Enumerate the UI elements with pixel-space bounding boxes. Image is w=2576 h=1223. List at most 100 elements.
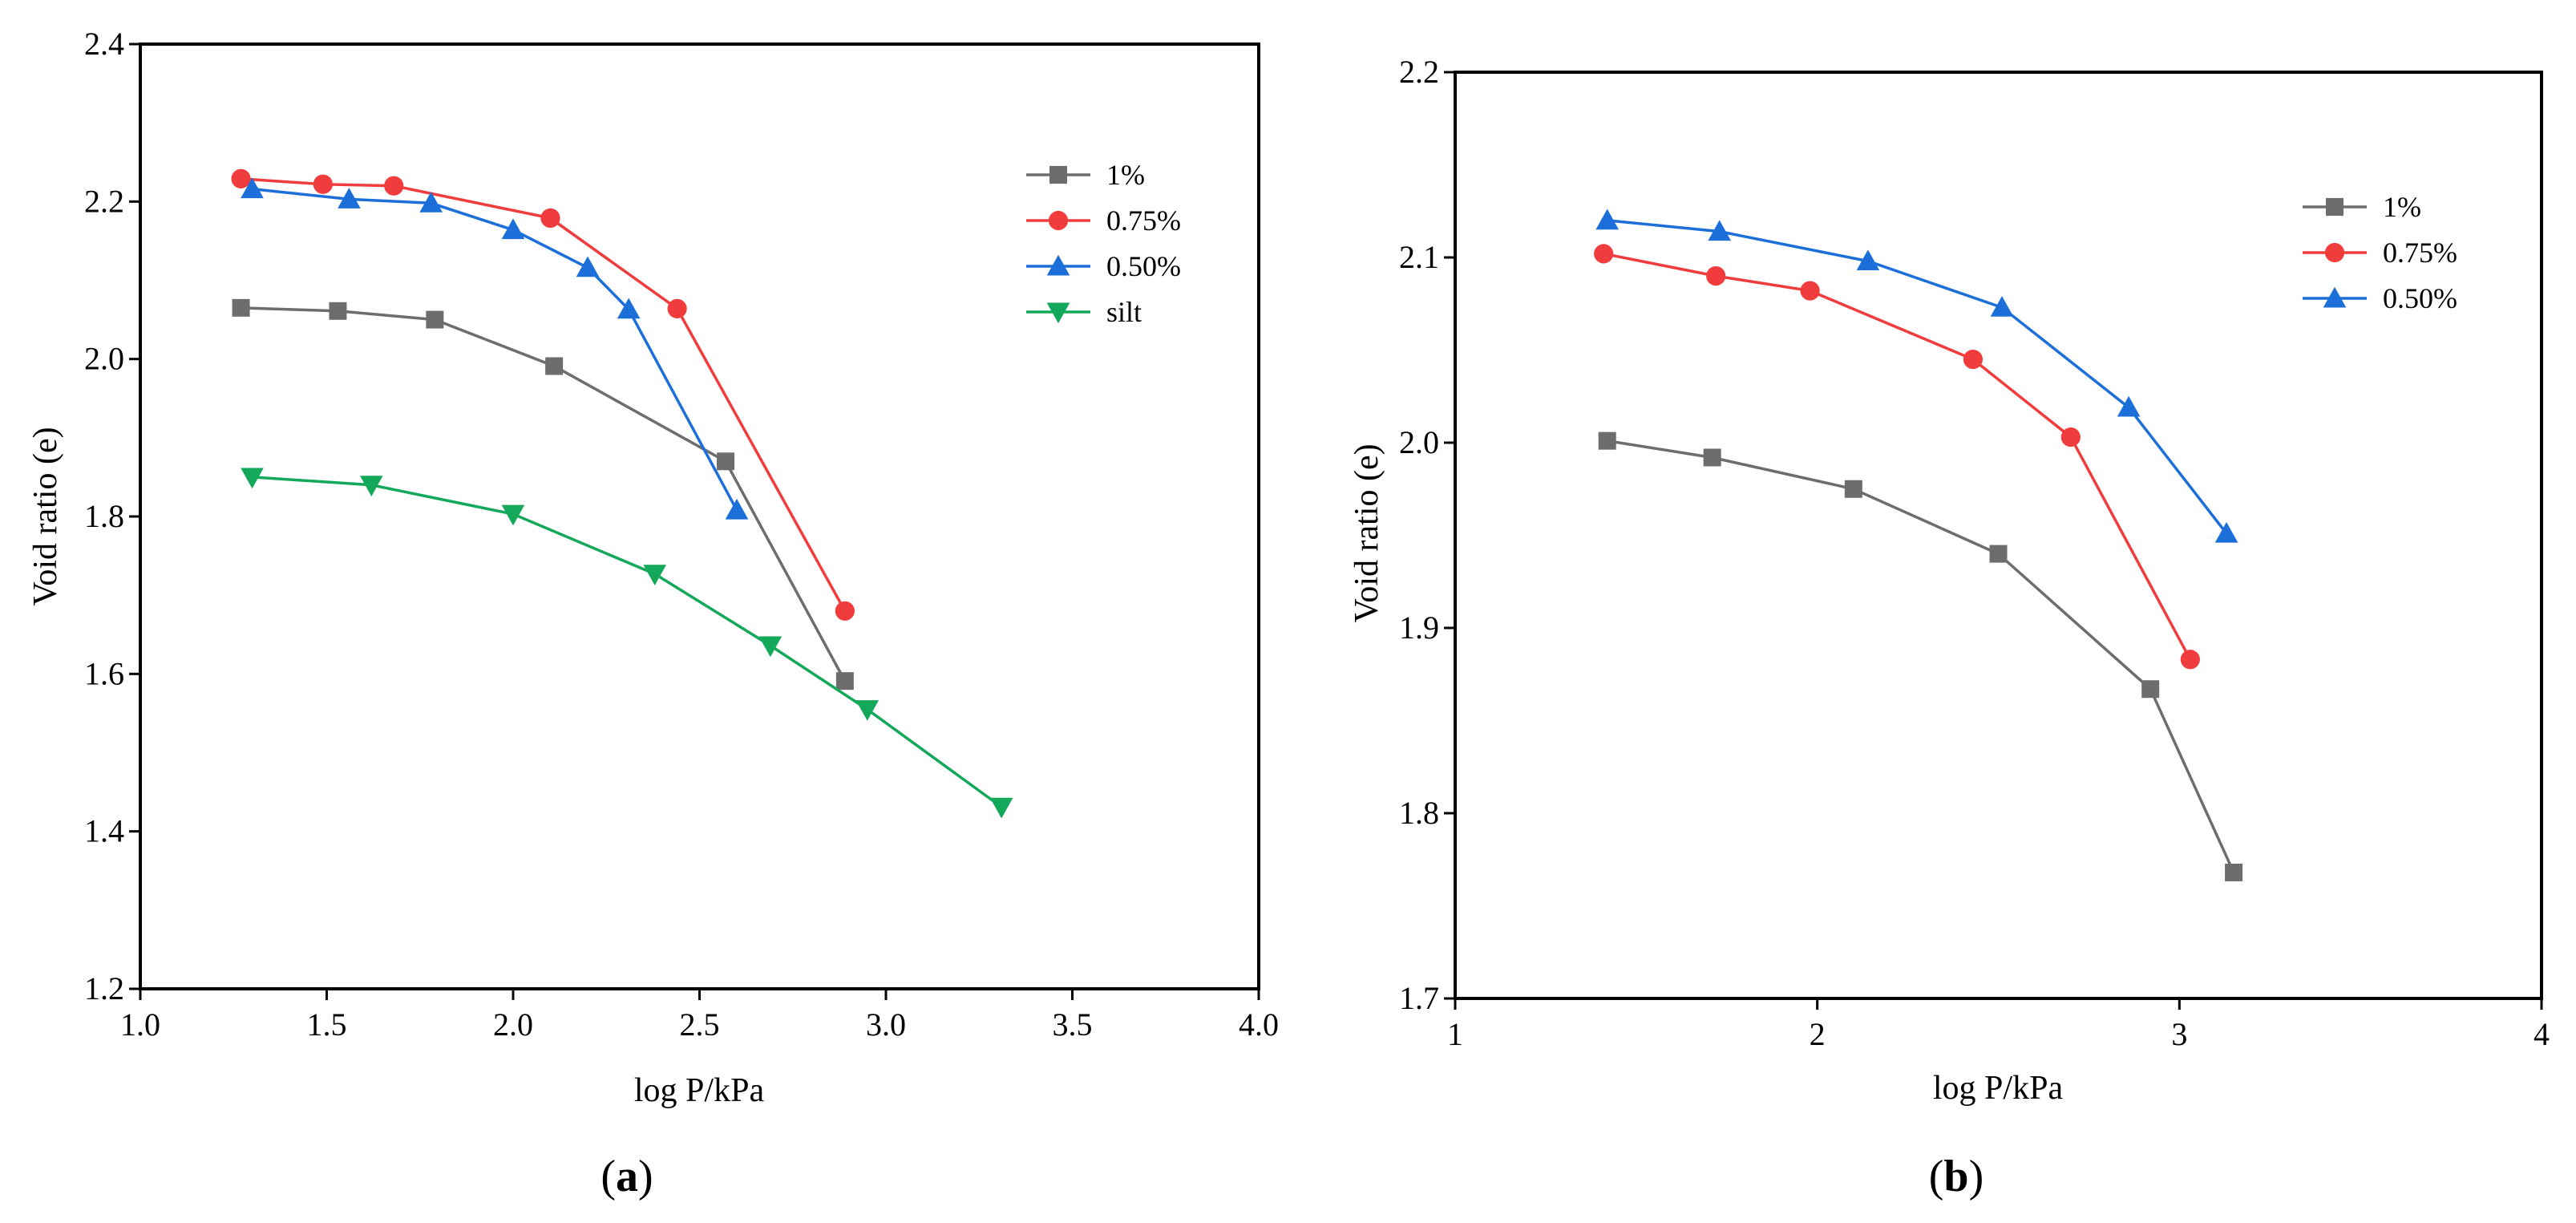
panel-a-caption: (a) <box>601 1152 653 1201</box>
panel-a-legend-marker-silt <box>1046 302 1070 324</box>
panel-a-legend-label-0_50pct: 0.50% <box>1106 250 1181 282</box>
panel-b-point-1pct <box>2141 680 2160 699</box>
panel-a-point-0_50pct <box>241 177 264 199</box>
panel-a-y-tick-label: 1.2 <box>84 970 124 1006</box>
panel-b-caption-close: ) <box>1969 1152 1984 1201</box>
panel-b-legend-label-0_75pct: 0.75% <box>2383 237 2457 269</box>
panel-b-point-0_50pct <box>1856 249 1880 271</box>
panel-a-point-1pct <box>717 452 735 471</box>
panel-a-series <box>231 168 1013 819</box>
panel-b-caption: (b) <box>1929 1152 1984 1201</box>
panel-b-y-tick-label: 1.9 <box>1399 609 1439 646</box>
panel-b-point-0_75pct <box>1594 244 1614 264</box>
panel-b-y-tick-label: 2.0 <box>1399 424 1439 460</box>
panel-a-x-tick-label: 2.5 <box>680 1006 720 1043</box>
panel-b-point-1pct <box>1989 545 2008 563</box>
panel-b-y-tick-label: 2.2 <box>1399 54 1439 90</box>
panel-a-legend-marker-0_75pct <box>1048 210 1069 231</box>
panel-a-point-silt <box>501 504 525 526</box>
panel-a-legend-label-1pct: 1% <box>1106 159 1145 191</box>
panel-a-y-tick-label: 1.8 <box>84 498 124 534</box>
panel-b: 1 2 3 4 1.7 1.8 1.9 2.0 2.1 2.2 log P/kPa Void ra… <box>1349 54 2550 1201</box>
panel-b-x-tick-label: 3 <box>2171 1016 2187 1052</box>
panel-a-point-0_50pct <box>501 218 525 240</box>
panel-a-x-tick-label: 1.0 <box>120 1006 160 1043</box>
panel-b-legend-label-1pct: 1% <box>2383 191 2421 223</box>
panel-b-point-0_75pct <box>1800 281 1820 301</box>
panel-b-y-axis-title: Void ratio (e) <box>1349 443 1385 622</box>
panel-b-x-tick-label: 1 <box>1447 1016 1463 1052</box>
panel-a-x-tick-label: 2.0 <box>493 1006 533 1043</box>
panel-a-point-0_50pct <box>725 498 749 520</box>
panel-a-point-0_50pct <box>617 298 641 319</box>
panel-a-y-tick-label: 2.2 <box>84 183 124 219</box>
panel-a-point-silt <box>643 565 666 585</box>
panel-a-caption-open: ( <box>601 1152 616 1201</box>
panel-a-point-0_50pct <box>338 188 361 209</box>
panel-a-y-axis-title: Void ratio (e) <box>27 427 64 605</box>
panel-a-caption-close: ) <box>638 1152 653 1201</box>
panel-a-point-0_75pct <box>313 174 333 194</box>
panel-a-point-0_50pct <box>419 191 443 213</box>
panel-b-plot-frame <box>1454 71 2543 1000</box>
panel-b-legend-label-0_50pct: 0.50% <box>2383 282 2457 314</box>
panel-b-y-tick-label: 1.8 <box>1399 795 1439 831</box>
panel-b-x-tick-label: 2 <box>1810 1016 1826 1052</box>
panel-b-point-0_50pct <box>1990 296 2014 317</box>
panel-a-legend: 1% 0.75% 0.50% silt <box>1026 159 1181 328</box>
panel-a-point-silt <box>360 476 383 497</box>
panel-a-legend-marker-0_50pct <box>1046 254 1070 276</box>
panel-a-y-tick-label: 1.6 <box>84 655 124 691</box>
panel-b-x-axis-title: log P/kPa <box>1933 1070 2064 1107</box>
panel-a-point-0_75pct <box>231 168 251 188</box>
panel-b-point-0_50pct <box>1708 220 1732 241</box>
panel-a-point-1pct <box>426 310 444 329</box>
panel-b-point-1pct <box>1844 480 1862 498</box>
panel-a-x-tick-label: 4.0 <box>1239 1006 1279 1043</box>
panel-b-point-0_50pct <box>2117 395 2141 417</box>
panel-a-ticks: 1.0 1.5 2.0 2.5 3.0 3.5 4.0 1.2 1.4 1.6 1.8 2.0 2.2 2… <box>84 26 1279 1043</box>
panel-a-point-silt <box>241 468 264 489</box>
panel-a-x-tick-label: 1.5 <box>307 1006 347 1043</box>
panel-b-point-0_75pct <box>2180 650 2200 670</box>
panel-a-point-1pct <box>232 298 250 317</box>
panel-a-point-0_75pct <box>540 208 560 229</box>
panel-b-point-1pct <box>1703 448 1721 467</box>
panel-a-series-line-0_75pct <box>241 177 847 612</box>
panel-b-series <box>1594 209 2243 881</box>
panel-a-legend-label-silt: silt <box>1106 296 1142 328</box>
panel-b-series-line-0_75pct <box>1603 252 2192 661</box>
panel-b-legend: 1% 0.75% 0.50% <box>2303 191 2457 314</box>
panel-a-point-0_50pct <box>576 256 600 277</box>
panel-a-point-silt <box>758 636 783 658</box>
panel-b-y-tick-label: 2.1 <box>1399 239 1439 275</box>
panel-a-x-tick-label: 3.5 <box>1053 1006 1093 1043</box>
panel-a: 1.0 1.5 2.0 2.5 3.0 3.5 4.0 1.2 1.4 1.6 1.8 2.0 2.2 2… <box>27 26 1279 1201</box>
panel-b-x-tick-label: 4 <box>2534 1016 2550 1052</box>
panel-a-y-tick-label: 1.4 <box>84 813 124 849</box>
panel-b-series-line-1pct <box>1607 439 2235 873</box>
panel-a-legend-label-0_75pct: 0.75% <box>1106 205 1181 237</box>
panel-a-point-1pct <box>835 672 854 690</box>
panel-a-point-1pct <box>545 357 564 375</box>
panel-a-series-line-0_50pct <box>252 187 738 511</box>
panel-b-point-0_50pct <box>1595 209 1619 230</box>
panel-a-x-axis-title: log P/kPa <box>634 1072 765 1109</box>
panel-b-legend-marker-0_75pct <box>2324 242 2345 263</box>
panel-a-point-silt <box>989 797 1013 819</box>
panel-b-point-0_50pct <box>2214 521 2238 543</box>
panel-b-legend-marker-1pct <box>2326 198 2343 216</box>
panel-a-series-line-silt <box>252 476 1003 808</box>
panel-b-point-0_75pct <box>2060 427 2081 447</box>
panel-a-y-tick-label: 2.4 <box>84 26 124 62</box>
panel-b-series-line-0_50pct <box>1607 219 2228 535</box>
panel-b-point-0_75pct <box>1706 266 1726 286</box>
panel-b-legend-marker-0_50pct <box>2323 286 2347 308</box>
panel-a-point-0_75pct <box>835 601 855 621</box>
panel-a-point-1pct <box>329 302 347 320</box>
panel-a-y-tick-label: 2.0 <box>84 341 124 377</box>
panel-a-legend-marker-1pct <box>1049 166 1067 184</box>
panel-a-point-0_75pct <box>384 176 404 196</box>
panel-a-point-0_75pct <box>667 298 687 318</box>
